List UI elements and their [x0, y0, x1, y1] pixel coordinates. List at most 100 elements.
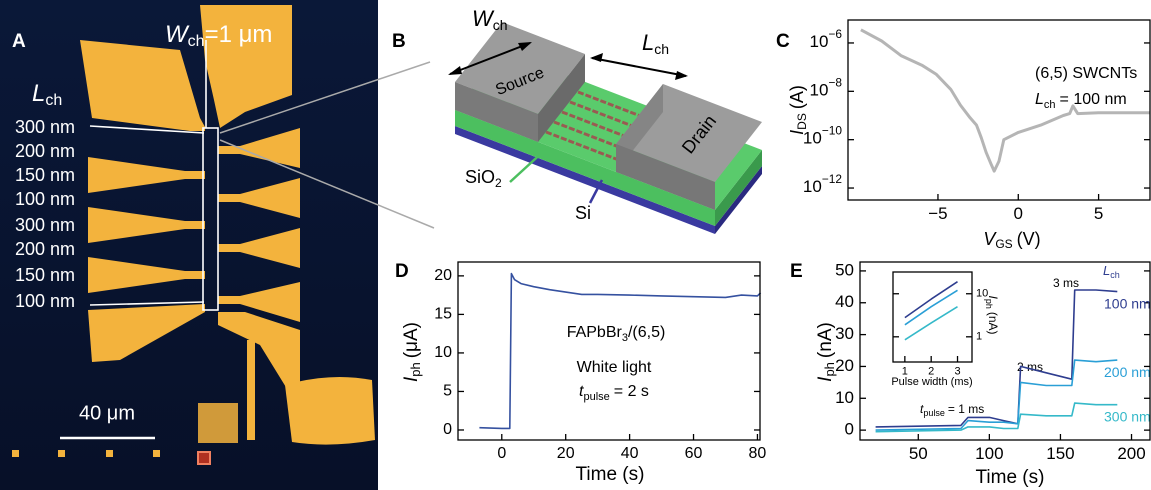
channel-length-label: 200 nm — [15, 239, 75, 259]
channel-length-label: 300 nm — [15, 215, 75, 235]
panel-letter: B — [392, 31, 406, 52]
label-unit: (nA) — [815, 322, 836, 358]
channel-length-label: 150 nm — [15, 165, 75, 185]
width-label: Wch=1 μm — [165, 21, 272, 50]
x-axis-label: Pulse width (ms) — [891, 376, 972, 388]
label-sub: ch — [45, 92, 62, 109]
label-sub: ch — [654, 41, 669, 57]
label-main: W — [165, 21, 190, 48]
figure: A Wch=1 μm Lch 300 nm200 nm150 nm100 nm3… — [0, 0, 1151, 490]
label-rest: =1 μm — [205, 21, 273, 48]
tick-label: 30 — [835, 324, 854, 343]
annotation: tpulse= 2 s — [579, 383, 649, 403]
channel-length-label: 150 nm — [15, 265, 75, 285]
label-rest: /(6,5) — [628, 324, 665, 341]
label-sub: DS — [795, 113, 809, 130]
annotation: 3 ms — [1053, 276, 1079, 290]
legend-label: 100 nm — [1104, 295, 1151, 311]
tick-base: 10 — [810, 32, 829, 51]
label-sub: ch — [493, 17, 508, 33]
y-axis-label: IDS(A) — [787, 85, 809, 135]
y-axis-label: Iph(nA) — [815, 322, 837, 382]
label-sub: ch — [188, 33, 205, 50]
tick-label: 20 — [557, 445, 575, 462]
label-sub: pulse — [923, 408, 945, 418]
tick-exponent: −10 — [822, 124, 843, 138]
y-axis-label: Iph(μA) — [401, 322, 423, 382]
label-sub: pulse — [584, 391, 610, 403]
channel-length-label: 100 nm — [15, 291, 75, 311]
tick-base: 10 — [810, 81, 829, 100]
tick-label: 150 — [1046, 444, 1074, 463]
annotation: tpulse= 1 ms — [920, 402, 984, 418]
panel-letter: E — [790, 261, 803, 282]
tick-label: 200 — [1117, 444, 1145, 463]
tick-label: 20 — [835, 356, 854, 375]
tick-label: 1 — [902, 365, 908, 377]
label-main: L — [32, 80, 45, 107]
label-rest: = 100 nm — [1060, 91, 1127, 108]
tick-label: 10 — [976, 288, 988, 300]
length-label: Lch — [642, 30, 669, 57]
tick-label: 100 — [975, 444, 1003, 463]
tick-label: 0 — [497, 445, 506, 462]
tick-label: 40 — [835, 292, 854, 311]
tick-label: 0 — [845, 420, 854, 439]
plot: −50510−610−810−1010−12 — [803, 20, 1150, 223]
channel-length-label: 300 nm — [15, 117, 75, 137]
tick-exponent: −6 — [828, 27, 842, 41]
label-sub: ph — [408, 362, 423, 376]
tick-label: 2 — [928, 365, 934, 377]
tick-label: 60 — [685, 445, 703, 462]
label-sub: ch — [1110, 270, 1120, 280]
x-axis-label: Time (s) — [576, 464, 645, 485]
tick-label: −5 — [928, 204, 947, 223]
tick-label: 0 — [443, 421, 452, 438]
width-label: Wch — [472, 6, 508, 33]
data-line — [876, 403, 1118, 432]
oxide-label: SiO2 — [465, 167, 502, 190]
label-sub: ch — [1044, 99, 1056, 111]
legend-title: Lch — [1103, 263, 1120, 280]
annotation: White light — [577, 359, 652, 376]
annotation: FAPbBr3/(6,5) — [567, 324, 666, 344]
tick-label: 10−6 — [810, 27, 843, 51]
label-unit: (nA) — [986, 312, 1000, 335]
tick-label: 15 — [434, 306, 452, 323]
data-line — [479, 274, 760, 429]
plot: 5010015020001020304050100 nm200 nm300 nm — [835, 260, 1151, 463]
tick-exponent: −8 — [828, 75, 842, 89]
tick-label: 0 — [1014, 204, 1023, 223]
label-sub: GS — [995, 237, 1012, 251]
panel-letter: D — [395, 261, 409, 282]
tick-label: 10−12 — [803, 172, 842, 196]
plot-frame — [458, 262, 760, 440]
label-unit: (μA) — [401, 322, 422, 358]
annotation: Lch = 100 nm — [1035, 91, 1127, 111]
tick-label: 40 — [621, 445, 639, 462]
panel-letter: A — [12, 31, 26, 52]
label-main: FAPbBr — [567, 324, 623, 341]
plot-frame — [848, 20, 1150, 200]
label-rest: = 2 s — [614, 383, 649, 400]
tick-label: 50 — [835, 260, 854, 279]
tick-base: 10 — [803, 129, 822, 148]
tick-label: 3 — [954, 365, 960, 377]
y-axis-label: Iph(nA) — [984, 295, 1000, 334]
x-axis-label: VGS(V) — [983, 229, 1040, 251]
tick-label: 10 — [434, 344, 452, 361]
tick-label: 10 — [835, 388, 854, 407]
label-rest: = 1 ms — [948, 402, 984, 416]
tick-exponent: −12 — [822, 172, 843, 186]
tick-label: 10−8 — [810, 75, 843, 99]
x-axis-label: Time (s) — [976, 467, 1045, 488]
annotation: (6,5) SWCNTs — [1035, 65, 1137, 82]
tick-label: 50 — [909, 444, 928, 463]
label-unit: (V) — [1017, 229, 1041, 249]
label-main: L — [1035, 91, 1044, 108]
label-main: L — [1103, 263, 1110, 278]
panel-letter: C — [776, 31, 790, 52]
legend-label: 200 nm — [1104, 364, 1151, 380]
channel-length-label: 100 nm — [15, 189, 75, 209]
channel-length-label: 200 nm — [15, 141, 75, 161]
